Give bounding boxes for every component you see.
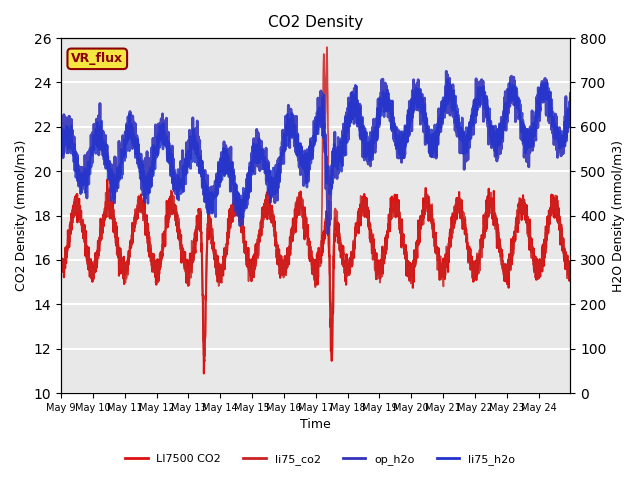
li75_h2o xyxy=(566,96,574,101)
op_h2o xyxy=(559,134,567,140)
LI7500 CO2 xyxy=(104,177,111,182)
li75_co2 xyxy=(469,268,477,274)
li75_co2 xyxy=(323,44,331,50)
LI7500 CO2 xyxy=(346,255,354,261)
LI7500 CO2 xyxy=(469,278,477,284)
li75_co2 xyxy=(108,212,116,217)
op_h2o xyxy=(346,112,354,118)
op_h2o xyxy=(566,91,574,96)
li75_h2o xyxy=(57,152,65,158)
li75_co2 xyxy=(498,255,506,261)
li75_co2 xyxy=(200,354,208,360)
op_h2o xyxy=(442,68,450,74)
li75_h2o xyxy=(469,122,477,128)
Title: CO2 Density: CO2 Density xyxy=(268,15,364,30)
li75_h2o xyxy=(108,177,116,183)
LI7500 CO2 xyxy=(200,371,208,376)
Line: op_h2o: op_h2o xyxy=(61,71,570,234)
LI7500 CO2 xyxy=(57,265,65,271)
Y-axis label: CO2 Density (mmol/m3): CO2 Density (mmol/m3) xyxy=(15,140,28,291)
Text: VR_flux: VR_flux xyxy=(71,52,124,65)
li75_h2o xyxy=(444,77,451,83)
Line: li75_co2: li75_co2 xyxy=(61,47,570,357)
LI7500 CO2 xyxy=(108,209,116,215)
LI7500 CO2 xyxy=(218,270,226,276)
LI7500 CO2 xyxy=(498,251,506,257)
LI7500 CO2 xyxy=(559,249,567,255)
Line: LI7500 CO2: LI7500 CO2 xyxy=(61,180,570,373)
op_h2o xyxy=(108,162,116,168)
op_h2o xyxy=(218,163,226,169)
li75_co2 xyxy=(559,251,567,257)
Line: li75_h2o: li75_h2o xyxy=(61,80,570,218)
LI7500 CO2 xyxy=(566,266,574,272)
li75_h2o xyxy=(237,215,245,221)
li75_h2o xyxy=(498,132,506,138)
li75_co2 xyxy=(218,263,226,268)
op_h2o xyxy=(498,127,506,133)
li75_h2o xyxy=(218,176,226,182)
li75_co2 xyxy=(566,265,574,271)
li75_h2o xyxy=(346,117,354,123)
op_h2o xyxy=(324,231,332,237)
Legend: LI7500 CO2, li75_co2, op_h2o, li75_h2o: LI7500 CO2, li75_co2, op_h2o, li75_h2o xyxy=(121,450,519,469)
op_h2o xyxy=(57,132,65,137)
li75_co2 xyxy=(346,263,354,269)
X-axis label: Time: Time xyxy=(300,419,331,432)
li75_co2 xyxy=(57,257,65,263)
li75_h2o xyxy=(559,134,567,140)
op_h2o xyxy=(469,115,477,121)
Y-axis label: H2O Density (mmol/m3): H2O Density (mmol/m3) xyxy=(612,140,625,292)
